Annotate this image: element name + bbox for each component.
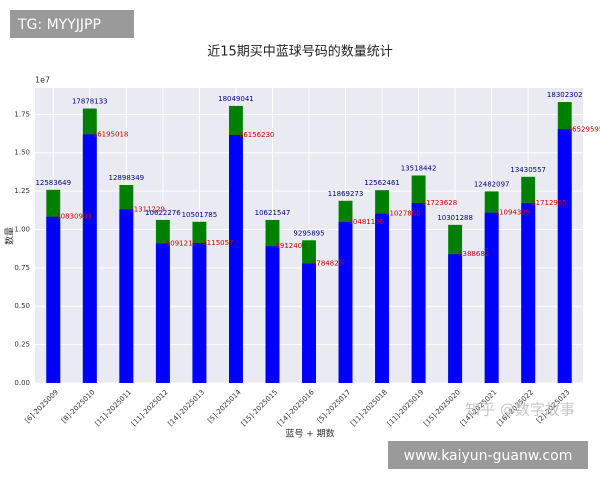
value-label: 9091212	[166, 239, 197, 247]
bar	[375, 213, 390, 383]
bar	[521, 203, 536, 383]
y-tick-label: 1.00	[14, 225, 30, 233]
x-tick-label: [6]-2025009	[24, 388, 61, 425]
value-label: 16195018	[93, 130, 129, 138]
bar	[557, 129, 572, 383]
x-tick-label: [15]-2025020	[422, 388, 462, 428]
y-tick-label: 1.75	[14, 110, 30, 118]
bar	[228, 134, 243, 383]
value-label: 10621547	[255, 209, 291, 217]
value-label: 11712955	[531, 199, 567, 207]
y-axis-label: 数量	[4, 227, 16, 245]
value-label: 7784825	[312, 259, 343, 267]
y-tick-label: 0.00	[14, 379, 30, 387]
bar	[119, 209, 134, 383]
bar	[82, 134, 97, 383]
x-tick-label: [15]-2025015	[240, 388, 280, 428]
value-label: 11311229	[129, 205, 165, 213]
bar	[338, 222, 353, 383]
site: www.kaiyun-guanw.com	[404, 448, 573, 464]
value-label: 13518442	[401, 164, 437, 172]
value-label: 11094339	[495, 209, 531, 217]
value-label: 9295895	[293, 229, 324, 237]
site-box	[388, 441, 588, 469]
value-label: 16156230	[239, 131, 275, 139]
value-label: 12898349	[109, 174, 145, 182]
value-label: 12562461	[364, 179, 400, 187]
value-label: 17878133	[72, 98, 108, 106]
bar	[192, 243, 207, 383]
tag-box	[10, 10, 134, 38]
value-label: 13430557	[510, 166, 546, 174]
y-tick-label: 1.25	[14, 187, 30, 195]
y-tick-label: 0.75	[14, 264, 30, 272]
value-label: 8912408	[275, 242, 306, 250]
x-tick-label: [14]-2025013	[167, 388, 207, 428]
y-tick-label: 0.25	[14, 341, 30, 349]
y-tick-label: 0.50	[14, 302, 30, 310]
bar	[411, 203, 426, 383]
bar	[448, 254, 463, 383]
x-tick-label: [14]-2025016	[276, 388, 316, 428]
x-tick-label: [5]-2025017	[316, 388, 353, 425]
x-tick-label: [11]-2025019	[386, 388, 426, 428]
x-tick-label: [11]-2025018	[349, 388, 389, 428]
x-tick-label: [11]-2025012	[130, 388, 170, 428]
value-label: 9115057	[202, 239, 233, 247]
value-label: 10301288	[437, 214, 473, 222]
bar	[46, 216, 61, 383]
y-tick-label: 1.50	[14, 149, 30, 157]
chart-title: 近15期买中蓝球号码的数量统计	[207, 44, 393, 60]
bar	[302, 263, 316, 383]
bar	[265, 246, 280, 383]
x-axis-label: 蓝号 + 期数	[285, 428, 334, 440]
bar	[484, 212, 499, 383]
tag: TG: MYYJJPP	[17, 17, 101, 33]
value-label: 10830903	[56, 213, 92, 221]
value-label: 10501785	[182, 211, 218, 219]
value-label: 12583649	[35, 179, 71, 187]
value-label: 10622276	[145, 209, 181, 217]
x-tick-label: [11]-2025011	[94, 388, 134, 428]
value-label: 18049041	[218, 95, 254, 103]
bar	[155, 243, 170, 383]
value-label: 12482097	[474, 180, 510, 188]
y-offset-label: 1e7	[35, 76, 50, 85]
watermark: 知乎 @数字故事	[465, 401, 575, 419]
value-label: 10481136	[348, 218, 384, 226]
value-label: 18302302	[547, 91, 583, 99]
value-label: 8388682	[458, 250, 489, 258]
value-label: 11723628	[422, 199, 458, 207]
x-tick-label: [8]-2025010	[60, 388, 97, 425]
value-label: 11869273	[328, 190, 364, 198]
value-label: 16529595	[568, 125, 600, 133]
value-label: 11027880	[385, 210, 421, 218]
x-tick-label: [5]-2025014	[206, 388, 243, 425]
